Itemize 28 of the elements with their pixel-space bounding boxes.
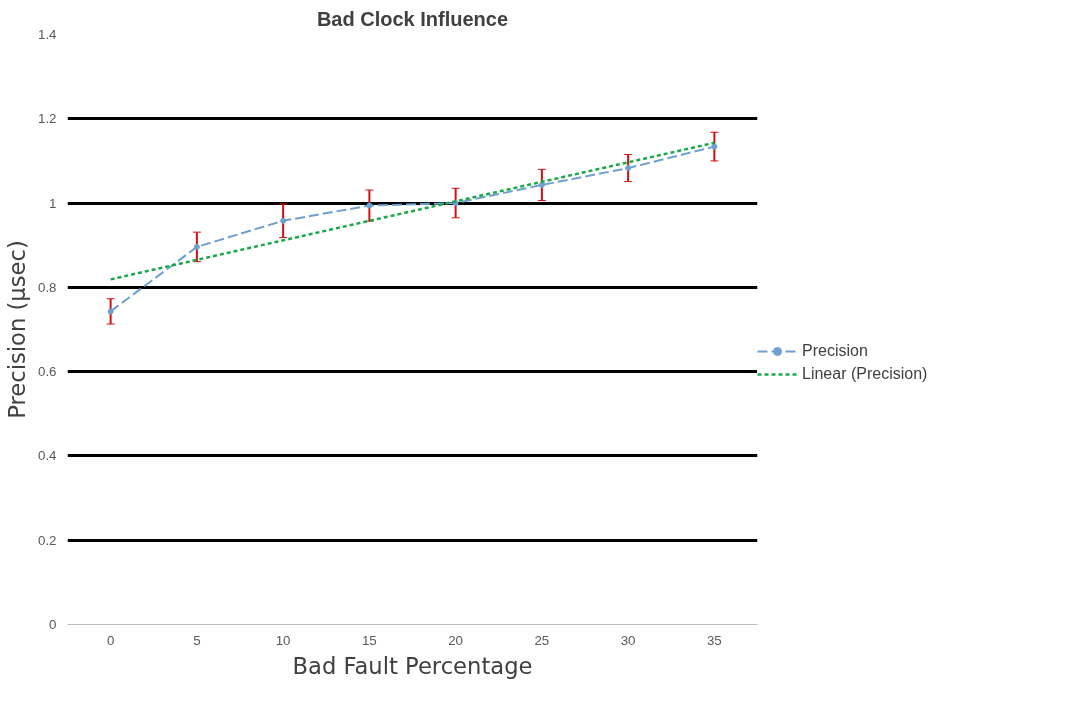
point bbox=[538, 181, 545, 188]
y-tick-label: 1 bbox=[49, 195, 57, 211]
y-axis-title: Precision (µsec) bbox=[3, 240, 30, 419]
y-tick-label: 0.4 bbox=[37, 448, 58, 464]
point bbox=[366, 202, 373, 209]
x-axis-title: Bad Fault Percentage bbox=[292, 652, 533, 679]
y-tick-label: 1.4 bbox=[37, 27, 58, 42]
x-tick-label: 25 bbox=[534, 632, 550, 648]
chart-title: Bad Clock Influence bbox=[316, 7, 509, 30]
point bbox=[625, 165, 632, 172]
legend-label: Precision bbox=[802, 342, 868, 360]
x-tick-label: 15 bbox=[361, 632, 377, 648]
x-tick-label: 5 bbox=[193, 632, 201, 648]
point bbox=[193, 243, 200, 250]
point bbox=[107, 308, 114, 315]
x-tick-label: 0 bbox=[106, 632, 115, 648]
x-tick-label: 35 bbox=[706, 632, 722, 648]
y-tick-label: 1.2 bbox=[37, 111, 57, 127]
x-tick-label: 30 bbox=[620, 632, 636, 648]
x-tick-label: 10 bbox=[275, 632, 291, 648]
legend-label: Linear (Precision) bbox=[802, 365, 928, 383]
y-tick-label: 0.8 bbox=[37, 279, 57, 295]
x-tick-label: 20 bbox=[448, 632, 464, 648]
y-tick-label: 0 bbox=[49, 617, 57, 632]
y-tick-label: 0.6 bbox=[37, 364, 57, 380]
y-tick-label: 0.2 bbox=[37, 532, 57, 548]
point bbox=[280, 217, 287, 224]
point bbox=[711, 143, 718, 150]
